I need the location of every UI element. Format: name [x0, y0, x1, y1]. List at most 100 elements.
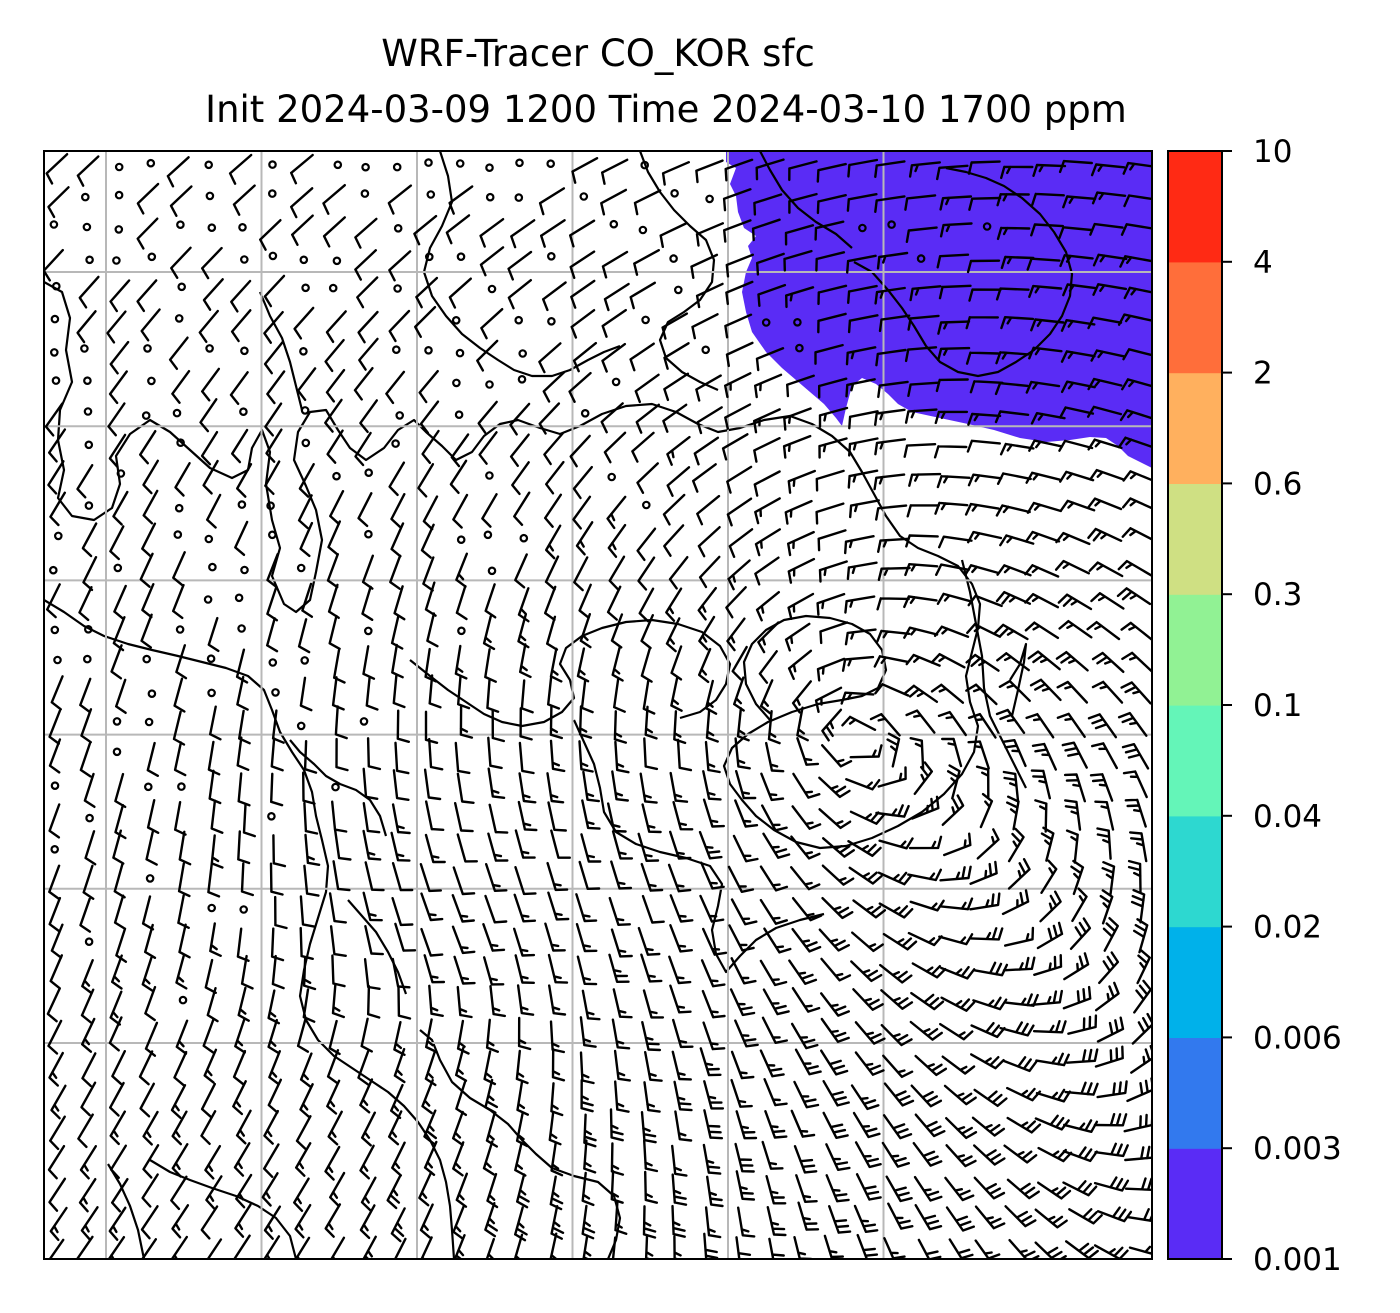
wind-barb: [487, 832, 509, 862]
wind-barb: [964, 502, 1000, 516]
wind-barb: [641, 1021, 662, 1052]
wind-barb: [607, 802, 627, 833]
wind-barb: [79, 677, 92, 713]
latlon-grid: [44, 151, 1152, 1259]
wind-barb: [877, 766, 907, 788]
wind-barb: [449, 459, 468, 494]
wind-barb: [608, 555, 626, 591]
wind-barb: [199, 398, 218, 433]
wind-barb: [844, 595, 876, 614]
wind-barb: [572, 465, 593, 500]
wind-barb: [109, 279, 131, 313]
calm-circle: [670, 189, 679, 198]
wind-barb: [485, 1237, 495, 1259]
wind-barb: [731, 645, 748, 681]
wind-barb: [702, 770, 722, 801]
wind-barb: [881, 1141, 910, 1168]
wind-barb: [240, 954, 254, 990]
wind-barb: [354, 249, 377, 281]
wind-barb: [1033, 954, 1063, 976]
wind-barb: [1054, 559, 1090, 575]
wind-barb: [514, 954, 535, 984]
wind-barb: [445, 214, 471, 245]
wind-barb: [293, 1177, 310, 1212]
wind-barb: [643, 1081, 661, 1113]
wind-barb: [792, 772, 821, 799]
wind-barb: [1003, 1144, 1038, 1164]
wind-barb: [1122, 470, 1152, 482]
wind-barb: [643, 1139, 659, 1173]
wind-barb: [48, 896, 62, 933]
wind-barb: [764, 1110, 788, 1139]
wind-barb: [413, 214, 438, 246]
wind-barb: [702, 927, 728, 956]
calm-circle: [178, 995, 188, 1005]
calm-circle: [518, 349, 528, 358]
wind-barb: [236, 675, 249, 711]
wind-barb: [357, 492, 373, 528]
wind-barb: [486, 1172, 499, 1209]
wind-barb: [81, 959, 94, 995]
wind-barb: [75, 1235, 94, 1259]
colorbar-tick-label: 0.04: [1253, 799, 1322, 835]
wind-barb: [755, 158, 785, 181]
wind-barb: [177, 862, 191, 898]
wind-barb: [967, 530, 1003, 544]
wind-barb: [519, 707, 533, 741]
wind-barb: [967, 713, 997, 739]
calm-circle: [391, 439, 400, 448]
wind-barb: [1124, 798, 1147, 828]
calm-circle: [81, 192, 90, 202]
wind-barb: [263, 1205, 282, 1240]
wind-barb: [331, 800, 348, 833]
calm-circle: [50, 625, 60, 635]
wind-barb: [106, 310, 127, 344]
wind-barb: [46, 987, 61, 1023]
wind-barb: [509, 433, 530, 467]
wind-barb: [328, 614, 341, 650]
calm-circle: [53, 655, 62, 665]
wind-barb: [302, 956, 317, 991]
wind-barb: [544, 585, 557, 621]
wind-barb: [995, 287, 1030, 301]
wind-barb: [761, 804, 788, 832]
wind-barb: [815, 502, 845, 525]
wind-barb: [49, 491, 66, 527]
wind-barb: [644, 705, 658, 740]
wind-barb: [1055, 651, 1089, 672]
wind-barb: [452, 493, 469, 529]
wind-barb: [421, 1079, 434, 1115]
wind-barb: [334, 705, 348, 740]
wind-barb: [423, 1140, 438, 1176]
wind-barb: [201, 246, 223, 280]
calm-circle: [392, 162, 402, 172]
wind-barb: [874, 438, 906, 456]
wind-barb: [200, 430, 219, 466]
wind-barb: [633, 189, 662, 216]
wind-barb: [727, 865, 755, 893]
wind-barb: [144, 985, 157, 1022]
wind-barb: [299, 676, 313, 712]
wind-barb: [726, 617, 746, 652]
wind-barb: [109, 1144, 127, 1179]
wind-barb: [937, 710, 967, 737]
wind-barb: [450, 433, 470, 468]
wind-barb: [569, 219, 596, 248]
wind-barb: [48, 1177, 67, 1212]
wind-barb: [760, 772, 785, 802]
wind-barb: [142, 489, 159, 525]
wind-barb: [967, 412, 1002, 426]
wind-barb: [882, 1114, 913, 1140]
colorbar-tick-label: 0.3: [1253, 577, 1302, 613]
wind-barb: [661, 312, 689, 340]
wind-barb: [1067, 1014, 1098, 1035]
wind-barb: [784, 224, 815, 246]
wind-barb: [1091, 651, 1125, 673]
calm-circle: [301, 283, 310, 293]
wind-barb: [48, 428, 67, 463]
wind-barb: [788, 192, 818, 214]
wind-barb: [880, 989, 914, 1010]
wind-barb: [457, 675, 471, 710]
wind-barb: [575, 923, 598, 953]
wind-barb: [854, 1141, 882, 1169]
